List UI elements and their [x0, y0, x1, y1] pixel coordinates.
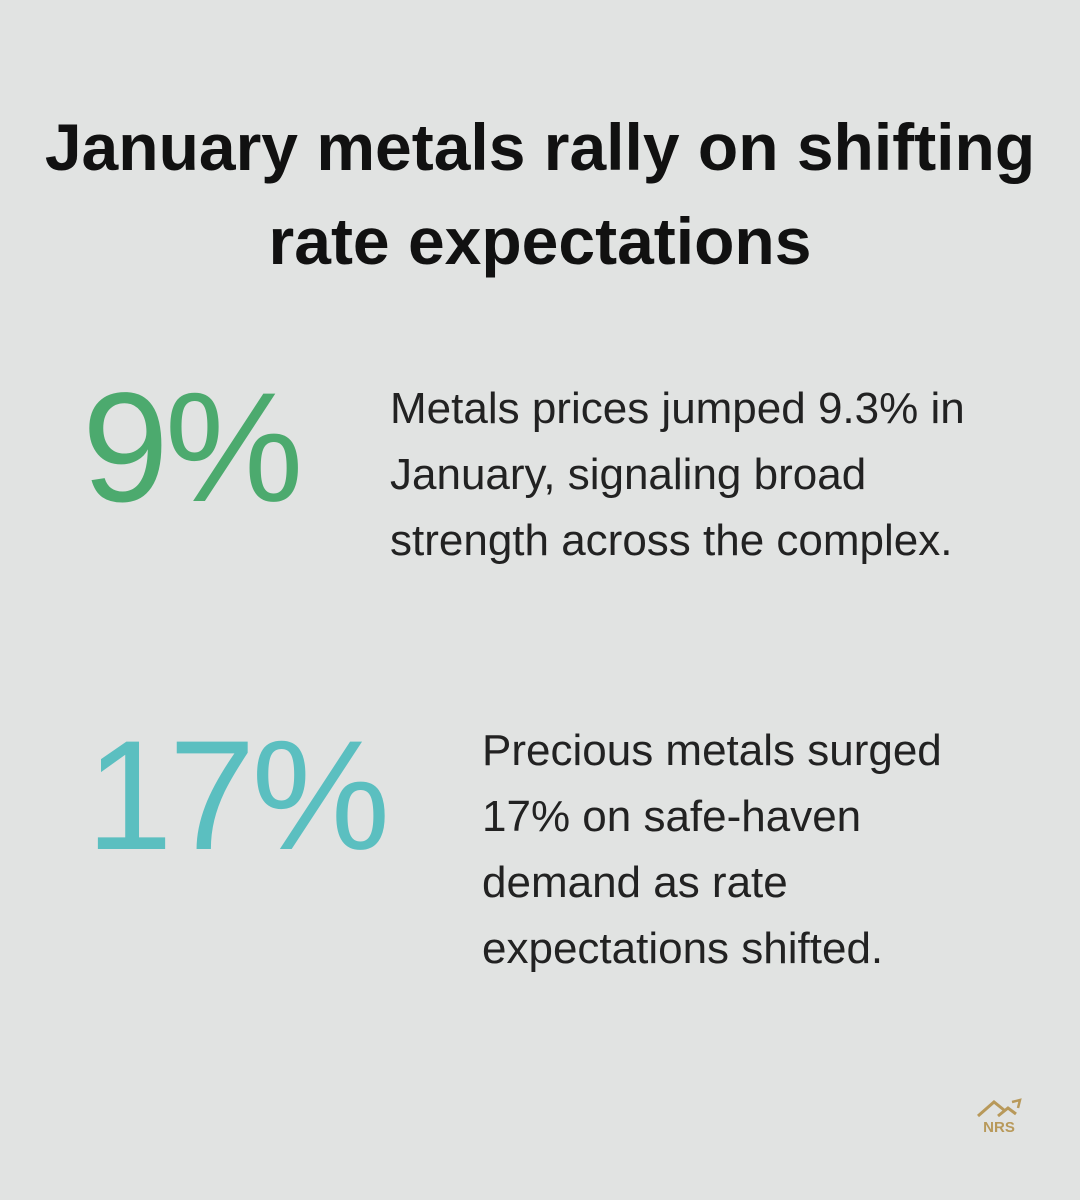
title: January metals rally on shifting rate ex… — [44, 110, 1036, 278]
logo-text: NRS — [983, 1119, 1015, 1136]
stat-value: 17% — [86, 709, 390, 883]
logo-arrow — [1011, 1098, 1022, 1109]
stat-description: Metals prices jumped 9.3% in January, si… — [390, 384, 965, 565]
logo: NRS — [977, 1098, 1022, 1136]
logo-icon — [977, 1100, 1017, 1118]
stat-description: Precious metals surged 17% on safe-haven… — [482, 726, 942, 973]
stat-value: 9% — [82, 361, 303, 535]
